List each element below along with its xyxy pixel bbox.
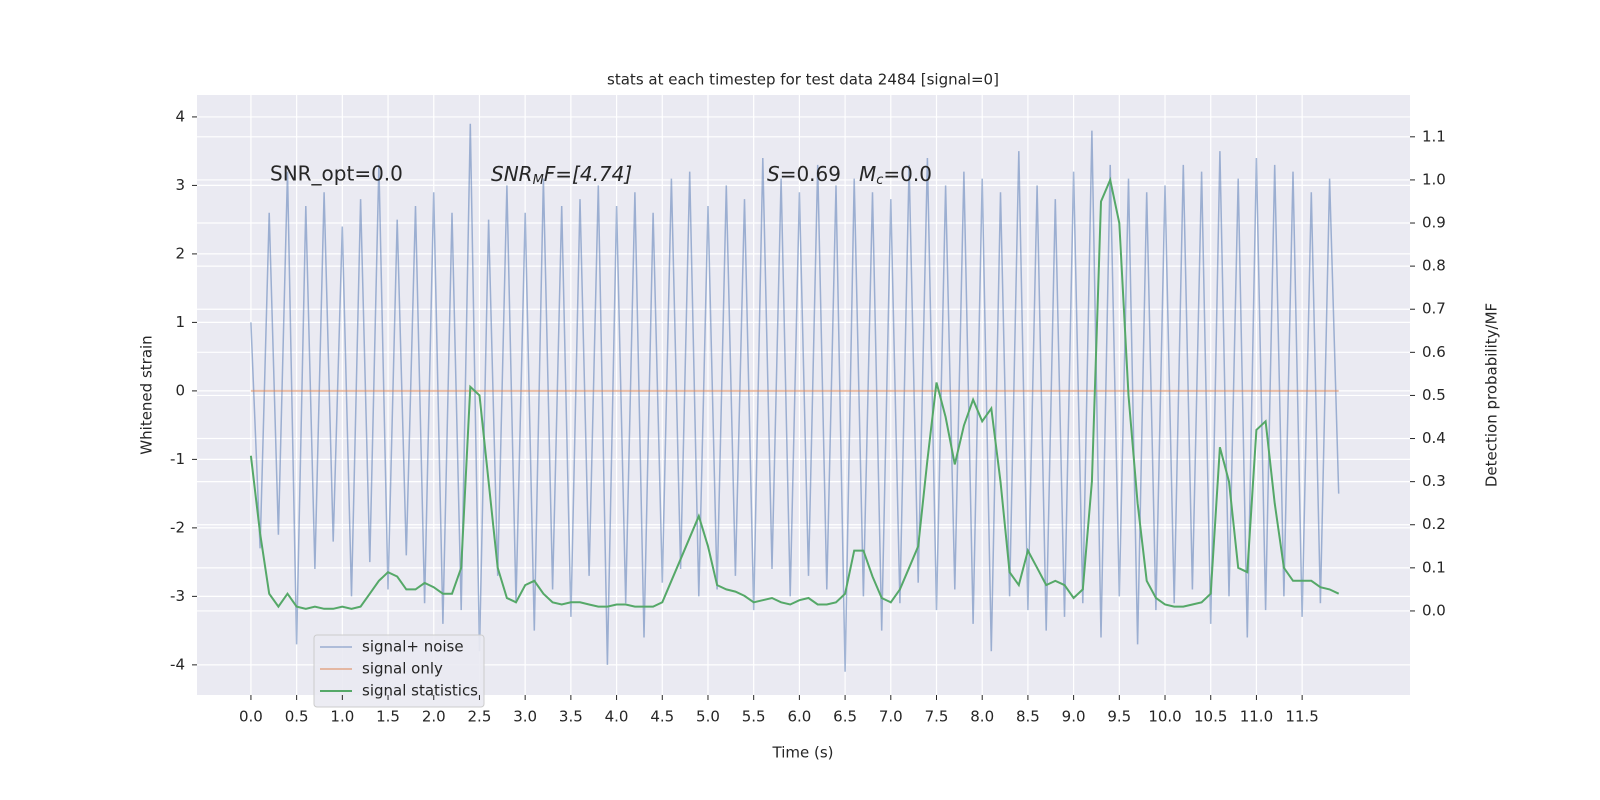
y-tick-label: -3 bbox=[170, 587, 185, 605]
legend-label: signal statistics bbox=[362, 682, 478, 700]
y2-tick-label: 0.5 bbox=[1422, 386, 1446, 404]
annotation-part: SNR bbox=[491, 162, 533, 186]
y2-tick-label: 1.1 bbox=[1422, 127, 1446, 145]
x-tick-label: 4.0 bbox=[605, 708, 629, 726]
series-line bbox=[250, 123, 1340, 672]
x-tick-label: 7.5 bbox=[925, 708, 949, 726]
x-tick-label: 10.5 bbox=[1194, 708, 1227, 726]
x-tick-label: 0.0 bbox=[239, 708, 263, 726]
y-tick-label: -2 bbox=[170, 518, 185, 536]
legend-label: signal+ noise bbox=[362, 638, 464, 656]
y2-tick-label: 0.3 bbox=[1422, 472, 1446, 490]
x-tick-label: 9.5 bbox=[1107, 708, 1131, 726]
x-tick-label: 8.0 bbox=[970, 708, 994, 726]
x-tick-label: 6.0 bbox=[787, 708, 811, 726]
y-tick-label: -1 bbox=[170, 450, 185, 468]
x-tick-label: 2.5 bbox=[468, 708, 492, 726]
y-tick-label: -4 bbox=[170, 655, 185, 673]
y2-tick-label: 0.7 bbox=[1422, 300, 1446, 318]
x-tick-label: 6.5 bbox=[833, 708, 857, 726]
x-tick-label: 9.0 bbox=[1062, 708, 1086, 726]
x-tick-label: 4.5 bbox=[650, 708, 674, 726]
y2-tick-label: 0.0 bbox=[1422, 601, 1446, 619]
series-line bbox=[249, 176, 1340, 610]
y2-tick-label: 0.9 bbox=[1422, 214, 1446, 232]
y-tick-label: 1 bbox=[175, 313, 185, 331]
x-axis-label: Time (s) bbox=[772, 744, 834, 762]
x-tick-label: 5.0 bbox=[696, 708, 720, 726]
x-tick-label: 2.0 bbox=[422, 708, 446, 726]
annotation-part: M bbox=[533, 173, 544, 188]
x-tick-label: 5.5 bbox=[742, 708, 766, 726]
x-tick-label: 7.0 bbox=[879, 708, 903, 726]
annotation: Mc=0.0 bbox=[859, 162, 932, 188]
annotation-part: =0.0 bbox=[883, 162, 932, 186]
annotation: SNRMF=[4.74] bbox=[491, 162, 632, 188]
chart-title: stats at each timestep for test data 248… bbox=[607, 71, 999, 89]
x-tick-label: 0.5 bbox=[285, 708, 309, 726]
x-tick-label: 11.0 bbox=[1240, 708, 1273, 726]
y2-tick-label: 0.8 bbox=[1422, 257, 1446, 275]
annotation-part: =0.69 bbox=[780, 162, 841, 186]
x-tick-label: 1.0 bbox=[330, 708, 354, 726]
x-tick-label: 10.0 bbox=[1148, 708, 1181, 726]
y2-tick-label: 0.2 bbox=[1422, 515, 1446, 533]
y2-tick-label: 0.4 bbox=[1422, 429, 1446, 447]
y2-axis-label: Detection probability/MF bbox=[1483, 303, 1501, 487]
x-tick-label: 3.0 bbox=[513, 708, 537, 726]
legend-box bbox=[313, 634, 485, 708]
y-axis-label: Whitened strain bbox=[138, 335, 156, 454]
annotation: SNR_opt=0.0 bbox=[270, 162, 403, 186]
y-tick-label: 2 bbox=[175, 244, 185, 262]
annotation-part: c bbox=[876, 173, 883, 188]
y-tick-label: 4 bbox=[175, 107, 185, 125]
x-tick-label: 8.5 bbox=[1016, 708, 1040, 726]
annotation-part: M bbox=[859, 162, 876, 186]
annotation-part: F=[4.74] bbox=[544, 162, 632, 186]
y-tick-label: 3 bbox=[175, 176, 185, 194]
y2-tick-label: 0.6 bbox=[1422, 343, 1446, 361]
annotation-part: S bbox=[767, 162, 780, 186]
y2-tick-label: 0.1 bbox=[1422, 558, 1446, 576]
y-tick-label: 0 bbox=[175, 381, 185, 399]
annotation: S=0.69 bbox=[767, 162, 841, 186]
x-tick-label: 3.5 bbox=[559, 708, 583, 726]
x-tick-label: 1.5 bbox=[376, 708, 400, 726]
y2-tick-label: 1.0 bbox=[1422, 170, 1446, 188]
x-tick-label: 11.5 bbox=[1285, 708, 1318, 726]
legend-label: signal only bbox=[362, 660, 443, 678]
